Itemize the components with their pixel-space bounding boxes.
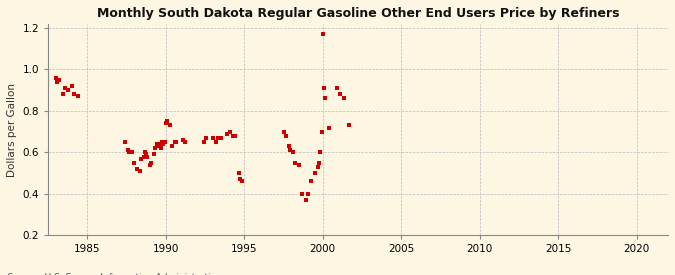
Point [140,150,151,155]
Point [222,131,233,136]
Point [122,148,133,153]
Point [73,94,84,99]
Text: Source: U.S. Energy Information Administration: Source: U.S. Energy Information Administ… [7,274,221,275]
Point [124,150,135,155]
Point [134,169,145,173]
Point [324,125,335,130]
Point [171,140,182,144]
Point [165,123,176,128]
Point [157,140,167,144]
Point [317,32,328,37]
Title: Monthly South Dakota Regular Gasoline Other End Users Price by Refiners: Monthly South Dakota Regular Gasoline Ot… [97,7,620,20]
Point [59,86,70,90]
Point [201,136,212,140]
Point [53,78,64,82]
Point [154,144,165,148]
Point [278,130,289,134]
Point [296,192,307,196]
Y-axis label: Dollars per Gallon: Dollars per Gallon [7,82,17,177]
Point [138,154,149,159]
Point [146,161,157,165]
Point [52,80,63,84]
Point [57,92,68,97]
Point [148,152,159,157]
Point [66,84,77,88]
Point [178,138,188,142]
Point [169,140,180,144]
Point [313,165,323,169]
Point [151,142,162,146]
Point [315,150,325,155]
Point [290,161,301,165]
Point [235,177,246,182]
Point [207,136,218,140]
Point [126,150,137,155]
Point [162,119,173,123]
Point [215,136,226,140]
Point [210,140,221,144]
Point [153,142,163,146]
Point [306,179,317,184]
Point [284,144,294,148]
Point [198,140,209,144]
Point [62,88,73,92]
Point [213,136,223,140]
Point [180,140,191,144]
Point [132,167,142,171]
Point [230,134,240,138]
Point [334,92,345,97]
Point [310,171,321,175]
Point [344,123,354,128]
Point [319,86,329,90]
Point [142,154,153,159]
Point [320,96,331,101]
Point [150,146,161,150]
Point [69,92,80,97]
Point [313,161,324,165]
Point [161,121,171,126]
Point [303,192,314,196]
Point [159,140,170,144]
Point [234,171,244,175]
Point [225,130,236,134]
Point [281,134,292,138]
Point [51,76,61,80]
Point [338,96,349,101]
Point [136,156,146,161]
Point [155,146,166,150]
Point [285,148,296,153]
Point [332,86,343,90]
Point [141,152,152,157]
Point [236,179,247,184]
Point [288,150,298,155]
Point [144,163,155,167]
Point [300,198,311,202]
Point [227,134,238,138]
Point [129,161,140,165]
Point [158,142,169,146]
Point [120,140,131,144]
Point [167,144,178,148]
Point [294,163,304,167]
Point [316,130,327,134]
